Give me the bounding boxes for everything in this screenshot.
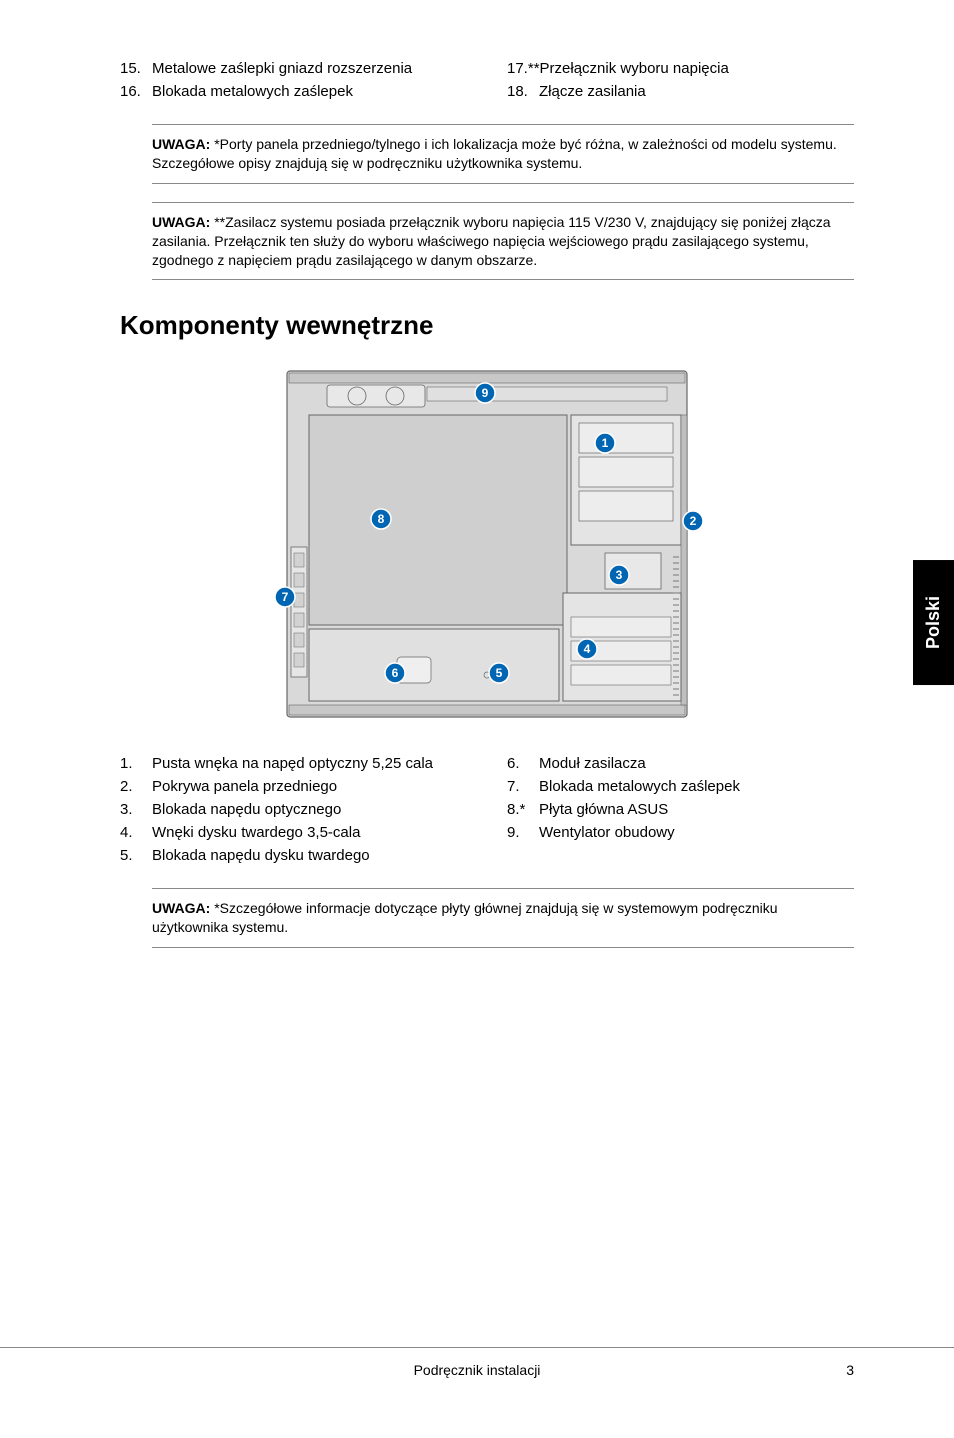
svg-text:8: 8 bbox=[378, 512, 385, 526]
list-item-number: 18. bbox=[507, 83, 539, 100]
top-list-right: 17.**Przełącznik wyboru napięcia18.Złącz… bbox=[507, 60, 854, 106]
svg-text:2: 2 bbox=[690, 514, 697, 528]
diagram-wrap: 1 2 3 4 5 6 7 8 9 bbox=[120, 357, 854, 727]
list-item-text: Wentylator obudowy bbox=[539, 824, 854, 841]
list-item-number: 8.* bbox=[507, 801, 539, 818]
note-2-text: **Zasilacz systemu posiada przełącznik w… bbox=[152, 214, 831, 268]
list-item-text: Pokrywa panela przedniego bbox=[152, 778, 467, 795]
svg-text:1: 1 bbox=[602, 436, 609, 450]
list-item: 4.Wnęki dysku twardego 3,5-cala bbox=[120, 824, 467, 841]
list-item-number: 6. bbox=[507, 755, 539, 772]
footer-center: Podręcznik instalacji bbox=[0, 1362, 954, 1378]
svg-text:4: 4 bbox=[584, 642, 591, 656]
list-item: 7.Blokada metalowych zaślepek bbox=[507, 778, 854, 795]
list-item-text: Złącze zasilania bbox=[539, 83, 854, 100]
list-item-number: 1. bbox=[120, 755, 152, 772]
note-2: UWAGA: **Zasilacz systemu posiada przełą… bbox=[152, 202, 854, 281]
list-item-text: Blokada metalowych zaślepek bbox=[539, 778, 854, 795]
list-item-number: 2. bbox=[120, 778, 152, 795]
list-item: 18.Złącze zasilania bbox=[507, 83, 854, 100]
list-item: 1.Pusta wnęka na napęd optyczny 5,25 cal… bbox=[120, 755, 467, 772]
internal-components-diagram: 1 2 3 4 5 6 7 8 9 bbox=[267, 357, 707, 727]
list-item-text: Płyta główna ASUS bbox=[539, 801, 854, 818]
note-1-bold: UWAGA: bbox=[152, 136, 210, 152]
list-item-number: 17.** bbox=[507, 60, 540, 77]
list-item: 3.Blokada napędu optycznego bbox=[120, 801, 467, 818]
language-tab: Polski bbox=[913, 560, 954, 685]
note-1: UWAGA: *Porty panela przedniego/tylnego … bbox=[152, 124, 854, 184]
list-item-text: Przełącznik wyboru napięcia bbox=[540, 60, 854, 77]
list-item-number: 15. bbox=[120, 60, 152, 77]
bottom-list-right: 6.Moduł zasilacza7.Blokada metalowych za… bbox=[507, 755, 854, 870]
list-item-number: 3. bbox=[120, 801, 152, 818]
svg-text:5: 5 bbox=[496, 666, 503, 680]
section-heading: Komponenty wewnętrzne bbox=[120, 310, 854, 341]
list-item-text: Pusta wnęka na napęd optyczny 5,25 cala bbox=[152, 755, 467, 772]
list-item-text: Blokada metalowych zaślepek bbox=[152, 83, 467, 100]
list-item-number: 5. bbox=[120, 847, 152, 864]
list-item-text: Metalowe zaślepki gniazd rozszerzenia bbox=[152, 60, 467, 77]
list-item-number: 9. bbox=[507, 824, 539, 841]
list-item-text: Moduł zasilacza bbox=[539, 755, 854, 772]
list-item: 5.Blokada napędu dysku twardego bbox=[120, 847, 467, 864]
note-3-bold: UWAGA: bbox=[152, 900, 210, 916]
list-item: 16.Blokada metalowych zaślepek bbox=[120, 83, 467, 100]
list-item: 9.Wentylator obudowy bbox=[507, 824, 854, 841]
bottom-list: 1.Pusta wnęka na napęd optyczny 5,25 cal… bbox=[120, 755, 854, 870]
note-1-text: *Porty panela przedniego/tylnego i ich l… bbox=[152, 136, 837, 171]
svg-text:9: 9 bbox=[482, 386, 489, 400]
list-item: 8.*Płyta główna ASUS bbox=[507, 801, 854, 818]
note-3: UWAGA: *Szczegółowe informacje dotyczące… bbox=[152, 888, 854, 948]
svg-text:7: 7 bbox=[282, 590, 289, 604]
top-list-left: 15.Metalowe zaślepki gniazd rozszerzenia… bbox=[120, 60, 467, 106]
note-2-bold: UWAGA: bbox=[152, 214, 210, 230]
list-item: 6.Moduł zasilacza bbox=[507, 755, 854, 772]
page-footer: Podręcznik instalacji 3 bbox=[0, 1347, 954, 1378]
svg-text:6: 6 bbox=[392, 666, 399, 680]
list-item: 15.Metalowe zaślepki gniazd rozszerzenia bbox=[120, 60, 467, 77]
bottom-list-left: 1.Pusta wnęka na napęd optyczny 5,25 cal… bbox=[120, 755, 467, 870]
list-item: 17.**Przełącznik wyboru napięcia bbox=[507, 60, 854, 77]
list-item-text: Blokada napędu dysku twardego bbox=[152, 847, 467, 864]
list-item-number: 16. bbox=[120, 83, 152, 100]
list-item: 2.Pokrywa panela przedniego bbox=[120, 778, 467, 795]
svg-text:3: 3 bbox=[616, 568, 623, 582]
list-item-text: Blokada napędu optycznego bbox=[152, 801, 467, 818]
list-item-text: Wnęki dysku twardego 3,5-cala bbox=[152, 824, 467, 841]
top-list: 15.Metalowe zaślepki gniazd rozszerzenia… bbox=[120, 60, 854, 106]
note-3-text: *Szczegółowe informacje dotyczące płyty … bbox=[152, 900, 778, 935]
list-item-number: 7. bbox=[507, 778, 539, 795]
list-item-number: 4. bbox=[120, 824, 152, 841]
footer-page-number: 3 bbox=[846, 1362, 854, 1378]
